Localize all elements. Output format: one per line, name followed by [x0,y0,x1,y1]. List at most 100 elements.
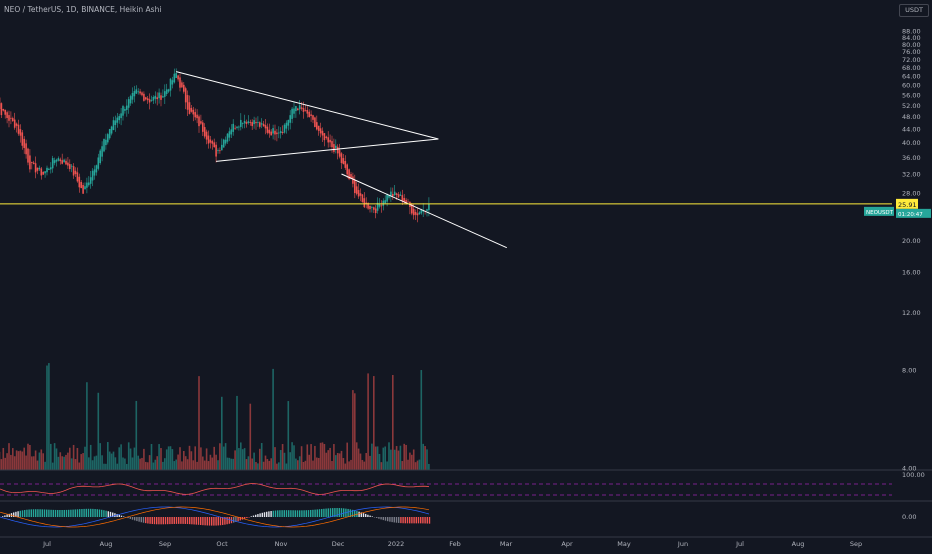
volume-bar [267,459,269,470]
volume-bar [206,448,208,470]
candle-body [384,200,386,203]
volume-bar [111,454,113,470]
candle-body [107,134,109,142]
volume-bar [166,449,168,470]
candle-body [280,131,282,133]
candle-body [174,74,176,83]
candle-body [297,109,299,111]
osc-bar [72,510,73,517]
candle-body [22,132,24,145]
osc-bar [367,515,368,517]
osc-bar [220,517,221,525]
candle-body [221,145,223,150]
candle-body [77,172,79,181]
osc-bar [275,511,276,517]
volume-bar [109,452,111,470]
candle-body [299,105,301,109]
osc-bar [211,517,212,526]
candle-body [98,157,100,168]
candle-body [362,194,364,202]
volume-bar [225,443,227,470]
osc-bar [336,508,337,517]
volume-bar [41,449,43,470]
osc-bar [158,517,159,524]
osc-bar [257,514,258,517]
volume-bar [333,444,335,470]
osc-bar [132,517,133,520]
volume-bar [375,447,377,470]
volume-bar [137,456,139,470]
volume-bar [16,450,18,470]
volume-bar [10,455,12,470]
osc-bar [312,510,313,517]
candle-body [75,171,77,174]
osc-bar [44,509,45,517]
candle-body [67,163,69,166]
osc-bar [92,509,93,517]
osc-bar [246,517,247,518]
candle-body [217,150,219,151]
candle-body [61,160,63,164]
candle-body [286,123,288,129]
volume-bar [212,458,214,470]
osc-bar [279,510,280,517]
candle-body [1,103,3,115]
candle-body [170,79,172,91]
candle-body [60,159,62,161]
volume-bar [327,450,329,470]
volume-bar [324,444,326,470]
volume-bar [191,451,193,470]
volume-bar [307,444,309,470]
volume-bar [428,464,430,470]
candle-body [183,85,185,92]
price-tick-label: 48.00 [902,113,921,121]
volume-bar [394,450,396,470]
osc-bar [33,509,34,517]
volume-bar [39,453,41,470]
candle-body [69,164,71,169]
volume-bar [337,453,339,470]
volume-bar [238,448,240,470]
volume-bar [250,404,252,470]
candle-body [202,122,204,131]
osc-bar [328,508,329,517]
symbol-title[interactable]: NEO / TetherUS, 1D, BINANCE, Heikin Ashi [4,5,161,14]
osc-bar [24,510,25,517]
candle-body [8,115,10,121]
volume-bar [381,462,383,470]
osc-bar [314,510,315,517]
candle-body [79,177,81,188]
volume-bar [175,460,177,470]
time-axis-label: Mar [500,540,513,548]
candle-body [358,190,360,196]
volume-bar [339,453,341,470]
volume-bar [88,457,90,470]
volume-bar [365,453,367,470]
candle-body [130,96,132,103]
volume-bar [25,456,27,470]
osc-bar [277,510,278,517]
volume-bar [156,456,158,470]
price-tick-label: 8.00 [902,367,916,375]
volume-bar [31,456,33,470]
time-axis-label: Nov [275,540,288,548]
osc-bar [297,510,298,517]
volume-bar [419,460,421,470]
candle-body [346,164,348,174]
osc-bar [147,517,148,524]
osc-bar [31,509,32,517]
currency-badge[interactable]: USDT [899,4,929,17]
osc-bar [229,517,230,524]
candle-body [82,185,84,194]
candle-body [318,126,320,131]
candle-body [48,169,50,170]
volume-bar [48,363,50,470]
candle-body [136,89,138,93]
candle-body [23,139,25,148]
osc-bar [253,516,254,517]
osc-bar [281,510,282,517]
osc-bar [358,512,359,517]
price-tick-label: 64.00 [902,73,921,81]
